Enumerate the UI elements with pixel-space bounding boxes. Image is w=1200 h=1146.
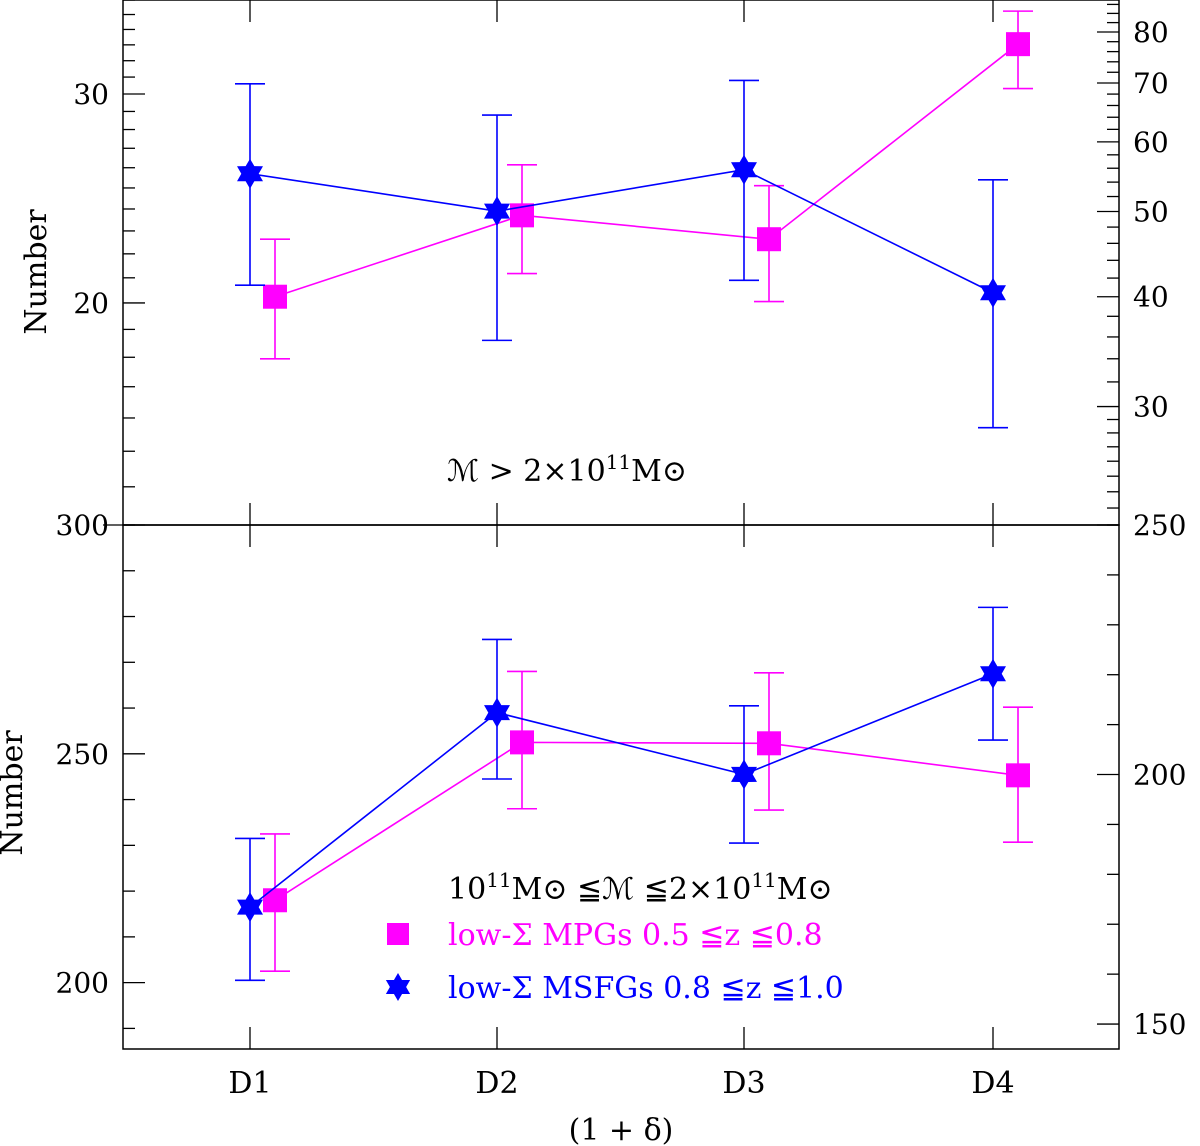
top-y-axis-title: Number [19,209,54,335]
bottom-point-star [484,697,510,728]
bottom-point-square [1006,763,1030,788]
bottom-left-tick-label: 250 [56,738,109,771]
x-tick-label: D1 [228,1066,271,1101]
top-point-square [1006,32,1030,57]
legend: 1011M⊙ ≦ℳ ≦2×1011M⊙low-Σ MPGs 0.5 ≦z ≦0.… [385,868,844,1006]
legend-title-a: 10 [448,872,486,907]
x-tick-label: D4 [971,1066,1014,1101]
top-point-star [980,277,1006,308]
top-point-star [484,196,510,227]
top-point-star [731,154,757,185]
legend-label: low-Σ MPGs 0.5 ≦z ≦0.8 [448,918,823,953]
bottom-series-mpgs [260,670,1033,973]
top-right-tick-label: 50 [1133,196,1169,229]
bottom-point-star [731,759,757,790]
bottom-left-tick-label: 300 [56,509,109,542]
top-point-square [757,227,781,252]
top-series-msfgs [235,79,1008,429]
top-series-line [249,168,994,294]
top-left-tick-label: 20 [73,287,109,320]
legend-title: 1011M⊙ ≦ℳ ≦2×1011M⊙ [448,868,833,907]
x-tick-label: D3 [722,1066,765,1101]
text-layer: 20 30 30 40 50 60 70 80 Number 200 250 300 150 200 250… [0,16,1186,1146]
plot-frames [122,0,1120,1050]
bottom-right-tick-label: 150 [1133,1008,1186,1041]
top-right-tick-label: 80 [1133,16,1169,49]
bottom-point-star [980,658,1006,689]
bottom-right-tick-label: 200 [1133,759,1186,792]
legend-swatch-square [387,923,409,945]
top-right-tick-label: 60 [1133,126,1169,159]
x-axis-title: (1 + δ) [569,1113,674,1146]
annotation-sup: 11 [606,450,631,474]
bottom-series-line [249,672,994,908]
bottom-y-axis-title: Number [0,730,30,856]
annotation-prefix: ℳ > 2×10 [447,454,606,489]
legend-swatch-star [385,973,411,1001]
top-panel-frame [122,0,1120,526]
bottom-left-tick-label: 200 [56,967,109,1000]
legend-title-sup1: 11 [486,868,511,892]
bottom-point-star [237,892,263,923]
top-right-tick-label: 40 [1133,281,1169,314]
top-series-line [274,43,1019,298]
bottom-point-square [263,888,287,913]
legend-title-b: M⊙ ≦ℳ ≦2×10 [512,872,752,907]
bottom-point-square [757,731,781,756]
bottom-series-line [274,741,1019,901]
top-series-mpgs [260,10,1033,360]
bottom-point-square [510,730,534,755]
legend-label: low-Σ MSFGs 0.8 ≦z ≦1.0 [448,971,844,1006]
axes-layer [103,0,1119,1049]
legend-title-c: M⊙ [777,872,833,907]
top-right-tick-label: 30 [1133,391,1169,424]
top-right-tick-label: 70 [1133,67,1169,100]
x-tick-label: D2 [475,1066,518,1101]
series-layer [235,10,1033,982]
mass-cut-annotation: ℳ > 2×1011M⊙ [447,450,687,489]
top-point-square [263,284,287,309]
bottom-right-tick-label: 250 [1133,509,1186,542]
top-left-tick-label: 30 [73,78,109,111]
legend-title-sup2: 11 [751,868,776,892]
bottom-series-msfgs [235,606,1008,982]
bottom-panel-frame [122,524,1120,1050]
annotation-suffix: M⊙ [631,454,687,489]
top-point-star [237,158,263,189]
